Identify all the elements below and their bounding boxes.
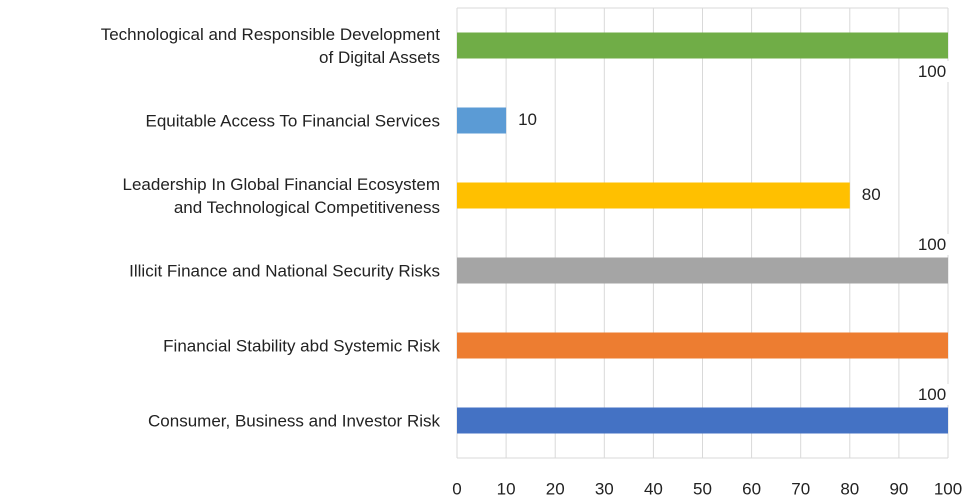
x-tick-label: 30 (595, 479, 614, 498)
y-tick-label: Illicit Finance and National Security Ri… (129, 261, 440, 280)
y-tick-label: Consumer, Business and Investor Risk (148, 411, 440, 430)
value-label: 10 (518, 110, 537, 129)
label-bg (914, 383, 950, 405)
label-bg (515, 108, 541, 130)
value-label: 80 (862, 185, 881, 204)
x-tick-label: 0 (452, 479, 461, 498)
x-tick-label: 90 (889, 479, 908, 498)
x-tick-label: 70 (791, 479, 810, 498)
x-tick-label: 40 (644, 479, 663, 498)
label-bg (914, 233, 950, 255)
x-tick-label: 10 (497, 479, 516, 498)
y-tick-label: Financial Stability abd Systemic Risk (163, 336, 440, 355)
value-label: 100 (918, 385, 946, 404)
value-label: 100 (918, 62, 946, 81)
bar (457, 182, 850, 209)
bar (457, 332, 948, 359)
x-tick-label: 20 (546, 479, 565, 498)
label-bg (858, 183, 884, 205)
bar (457, 407, 948, 434)
y-tick-label: Equitable Access To Financial Services (145, 111, 440, 130)
value-label: 100 (918, 235, 946, 254)
x-tick-label: 60 (742, 479, 761, 498)
x-tick-label: 50 (693, 479, 712, 498)
y-tick-label: Technological and Responsible Developmen… (100, 24, 440, 67)
x-tick-label: 80 (840, 479, 859, 498)
label-bg (914, 60, 950, 82)
x-tick-label: 100 (934, 479, 962, 498)
bar (457, 257, 948, 284)
bar (457, 107, 507, 134)
bar (457, 32, 948, 59)
y-tick-label: Leadership In Global Financial Ecosystem… (122, 174, 441, 217)
